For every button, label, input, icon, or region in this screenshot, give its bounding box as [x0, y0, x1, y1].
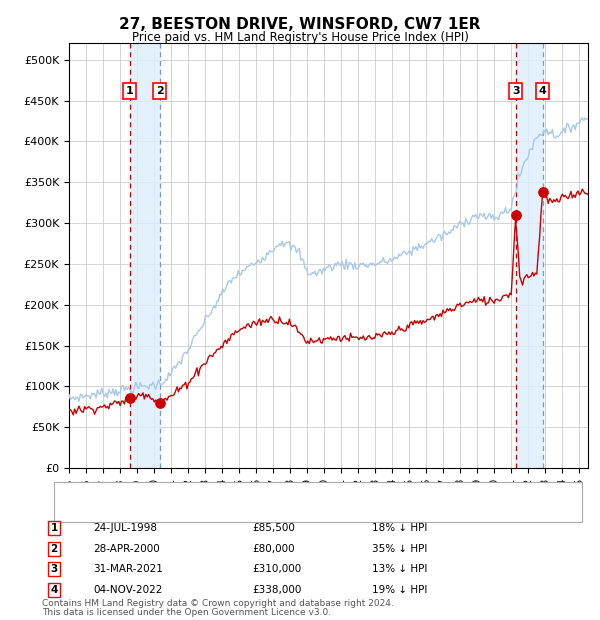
Text: 1: 1 — [50, 523, 58, 533]
Text: 31-MAR-2021: 31-MAR-2021 — [93, 564, 163, 574]
Text: 3: 3 — [50, 564, 58, 574]
Text: £310,000: £310,000 — [252, 564, 301, 574]
Point — [155, 398, 164, 408]
Text: 1: 1 — [126, 86, 133, 95]
Bar — [515, 43, 542, 468]
Text: 27, BEESTON DRIVE, WINSFORD, CW7 1ER (detached house): 27, BEESTON DRIVE, WINSFORD, CW7 1ER (de… — [107, 488, 424, 498]
Text: 4: 4 — [539, 86, 547, 95]
Text: Contains HM Land Registry data © Crown copyright and database right 2024.: Contains HM Land Registry data © Crown c… — [42, 598, 394, 608]
Point — [511, 210, 520, 220]
Text: 35% ↓ HPI: 35% ↓ HPI — [372, 544, 427, 554]
Text: 4: 4 — [50, 585, 58, 595]
Text: This data is licensed under the Open Government Licence v3.0.: This data is licensed under the Open Gov… — [42, 608, 331, 617]
Text: 27, BEESTON DRIVE, WINSFORD, CW7 1ER: 27, BEESTON DRIVE, WINSFORD, CW7 1ER — [119, 17, 481, 32]
Text: 24-JUL-1998: 24-JUL-1998 — [93, 523, 157, 533]
Text: £338,000: £338,000 — [252, 585, 301, 595]
Text: 18% ↓ HPI: 18% ↓ HPI — [372, 523, 427, 533]
Text: 04-NOV-2022: 04-NOV-2022 — [93, 585, 163, 595]
Text: Price paid vs. HM Land Registry's House Price Index (HPI): Price paid vs. HM Land Registry's House … — [131, 31, 469, 44]
Bar — [130, 43, 160, 468]
Text: 3: 3 — [512, 86, 520, 95]
Point — [125, 393, 134, 403]
Text: 28-APR-2000: 28-APR-2000 — [93, 544, 160, 554]
Text: £85,500: £85,500 — [252, 523, 295, 533]
Text: 2: 2 — [50, 544, 58, 554]
Point — [538, 187, 547, 197]
Text: HPI: Average price, detached house, Cheshire West and Chester: HPI: Average price, detached house, Ches… — [107, 508, 442, 518]
Text: 19% ↓ HPI: 19% ↓ HPI — [372, 585, 427, 595]
Text: 13% ↓ HPI: 13% ↓ HPI — [372, 564, 427, 574]
Text: £80,000: £80,000 — [252, 544, 295, 554]
Text: 2: 2 — [156, 86, 164, 95]
